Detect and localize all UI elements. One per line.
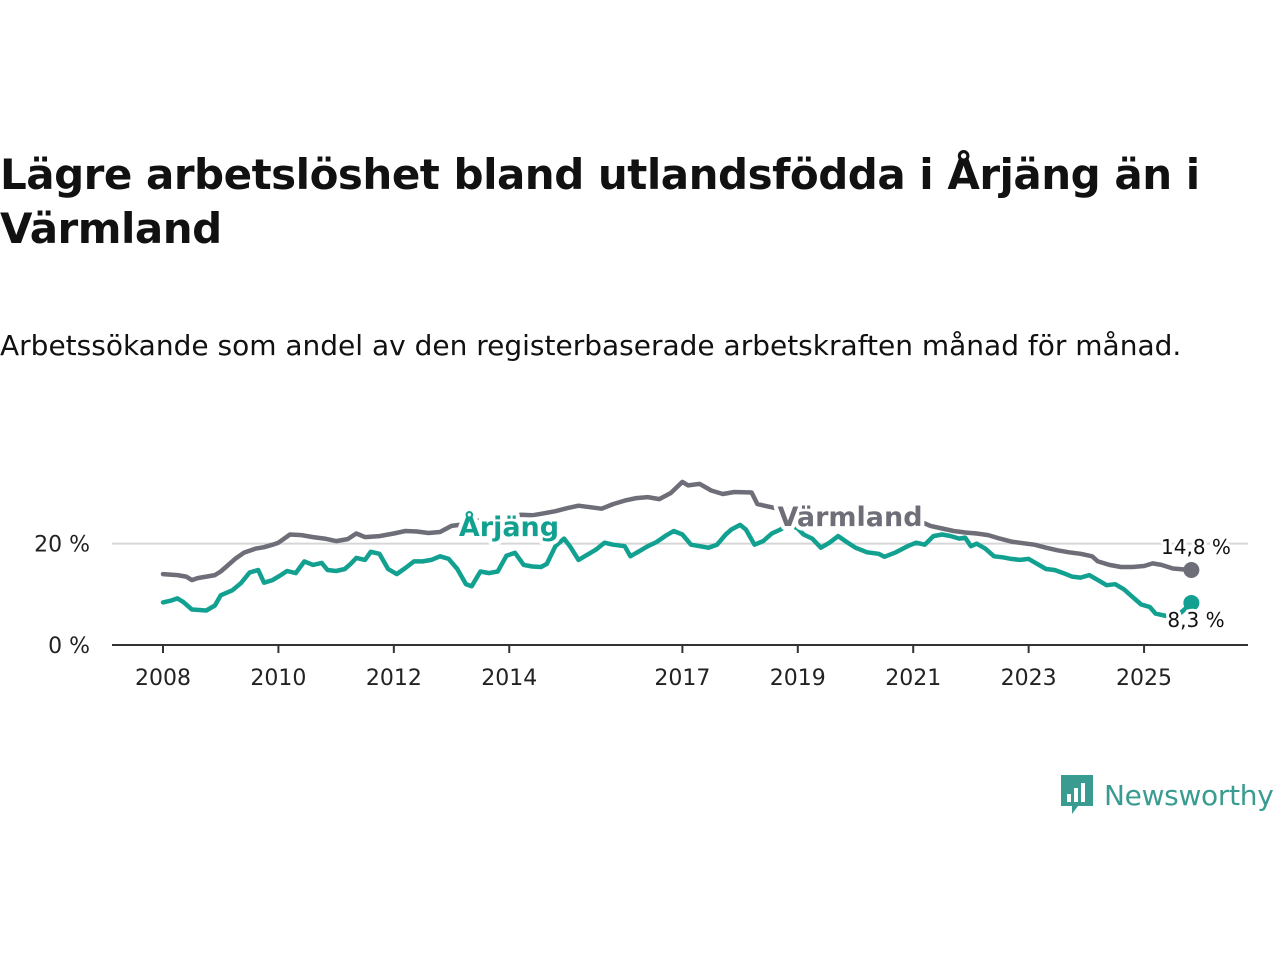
x-tick-label: 2010 [250, 666, 306, 691]
x-tick-label: 2021 [885, 666, 941, 691]
newsworthy-logo-text: Newsworthy [1104, 778, 1274, 812]
series-layer [160, 479, 1200, 619]
chart-subtitle: Arbetssökande som andel av den registerb… [0, 329, 1182, 362]
axis-layer: 0 % 20 % 2008 2010 2012 2014 2017 2019 2021 2023 2… [34, 533, 1248, 691]
x-tick-label: 2008 [135, 666, 191, 691]
y-tick-label: 0 % [48, 634, 90, 659]
series-line-arjang [160, 522, 1194, 619]
series-end-point [1183, 562, 1200, 579]
newsworthy-logo-icon [1061, 775, 1093, 814]
line-chart: 0 % 20 % 2008 2010 2012 2014 2017 2019 2021 2023 2… [34, 479, 1248, 691]
series-line-varmland [160, 479, 1194, 583]
series-label-arjang: Årjäng [459, 511, 559, 543]
x-tick-label: 2014 [481, 666, 537, 691]
y-tick-label: 20 % [34, 533, 90, 558]
series-end-label: 8,3 % [1167, 608, 1224, 632]
newsworthy-logo: Newsworthy [1058, 772, 1274, 818]
x-tick-label: 2023 [1001, 666, 1057, 691]
series-end-label: 14,8 % [1161, 535, 1231, 559]
x-tick-label: 2025 [1116, 666, 1172, 691]
x-tick-label: 2012 [366, 666, 422, 691]
series-label-varmland: Värmland [777, 502, 922, 533]
series-end-point [1183, 594, 1200, 611]
x-tick-label: 2017 [654, 666, 710, 691]
chart-title: Lägre arbetslöshet bland utlandsfödda i … [0, 150, 1200, 253]
label-layer: Värmland Årjäng 14,8 % 8,3 % [455, 498, 1234, 635]
x-tick-label: 2019 [770, 666, 826, 691]
